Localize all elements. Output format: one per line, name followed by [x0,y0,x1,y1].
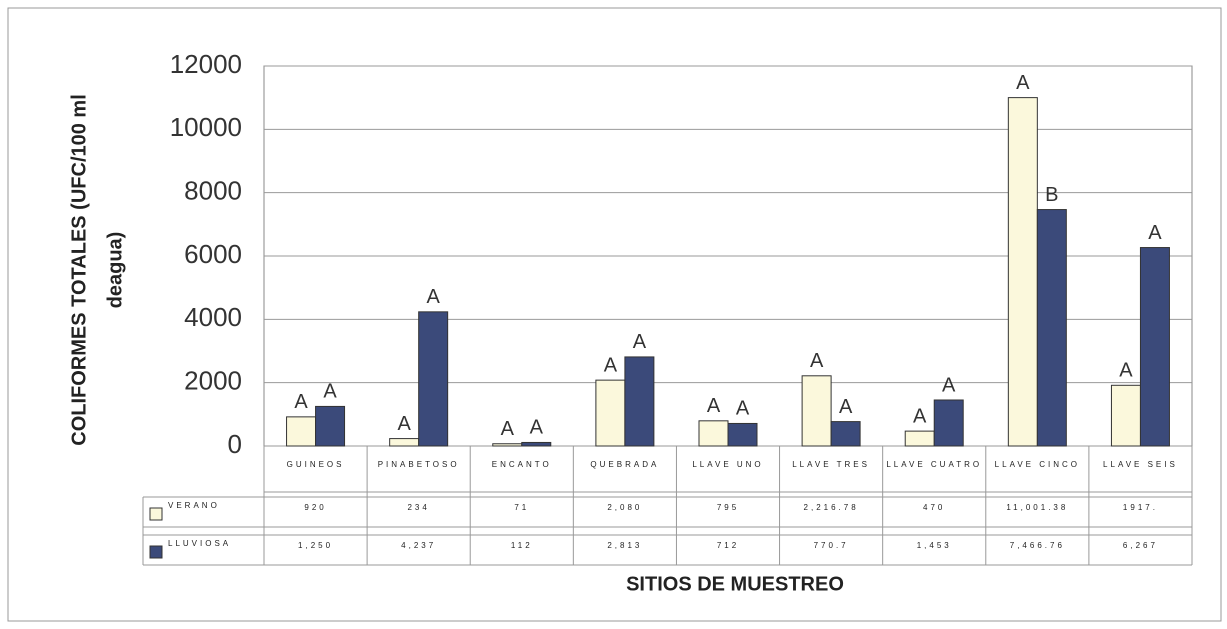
bar-letter: A [839,396,853,418]
bar-letter: B [1045,184,1058,206]
table-value: 4,237 [401,541,436,550]
y-tick-label: 0 [228,429,242,459]
table-value: 712 [717,541,739,550]
x-tick-label: LLAVE CINCO [995,460,1080,469]
y-tick-label: 6000 [184,239,242,269]
bar [418,311,449,447]
bar-letter: A [633,331,647,353]
bar [1007,97,1038,447]
x-tick-label: QUEBRADA [590,460,659,469]
bar [830,421,861,447]
x-tick-label: LLAVE CUATRO [886,460,982,469]
table-value: 112 [511,541,533,550]
legend-label: VERANO [168,501,220,510]
bar [904,430,935,447]
bar-letter: A [294,391,308,413]
bar [389,438,420,447]
bar-letter: A [397,413,411,435]
bar [624,356,655,447]
y-tick-label: 8000 [184,176,242,206]
x-tick-label: GUINEOS [287,460,345,469]
x-tick-label: ENCANTO [492,460,552,469]
bar-letter: A [426,286,440,308]
bar-letter: A [810,350,824,372]
y-axis-title-line: COLIFORMES TOTALES (UFC/100 ml [68,94,90,446]
legend-swatch [149,507,163,521]
bar-letter: A [942,374,956,396]
table-value: 234 [407,503,429,512]
bar-letter: A [1119,360,1133,382]
bar [595,379,626,447]
table-value: 2,216.78 [804,503,859,512]
table-value: 1917. [1123,503,1158,512]
bar-letter: A [530,417,544,439]
bar [521,441,552,447]
legend-label: LLUVIOSA [168,539,231,548]
bar-letter: A [604,354,618,376]
table-value: 1,453 [917,541,952,550]
bar [1110,384,1141,447]
bar [698,420,729,447]
bar-letter: A [1016,72,1030,94]
bar [727,422,758,447]
y-tick-label: 12000 [170,49,242,79]
bar [933,399,964,447]
bar [492,443,523,447]
bar-letter: A [736,398,750,420]
y-axis-title: COLIFORMES TOTALES (UFC/100 ml deagua) [68,94,126,446]
bar-letter: A [323,381,337,403]
table-value: 470 [923,503,945,512]
x-tick-label: LLAVE SEIS [1103,460,1178,469]
table-value: 1,250 [298,541,333,550]
table-value: 71 [514,503,529,512]
table-value: 6,267 [1123,541,1158,550]
x-tick-label: PINABETOSO [378,460,460,469]
y-tick-label: 10000 [170,112,242,142]
bar-letter: A [1148,222,1162,244]
bar [315,405,346,447]
table-value: 920 [304,503,326,512]
bar-letter: A [501,418,515,440]
table-value: 7,466.76 [1010,541,1065,550]
table-value: 795 [717,503,739,512]
table-value: 2,813 [607,541,642,550]
bar [286,416,317,447]
bar [1139,247,1170,447]
x-axis-title: SITIOS DE MUESTREO [626,573,844,595]
table-value: 11,001.38 [1006,503,1068,512]
table-value: 2,080 [607,503,642,512]
bar-letter: A [707,395,721,417]
y-axis-title-line: deagua) [104,232,126,309]
y-tick-label: 2000 [184,366,242,396]
bar [1036,209,1067,447]
bar-letter: A [913,405,927,427]
bar [801,375,832,447]
y-tick-label: 4000 [184,302,242,332]
legend-swatch [149,545,163,559]
x-tick-label: LLAVE UNO [692,460,763,469]
x-tick-label: LLAVE TRES [792,460,870,469]
table-value: 770.7 [814,541,849,550]
